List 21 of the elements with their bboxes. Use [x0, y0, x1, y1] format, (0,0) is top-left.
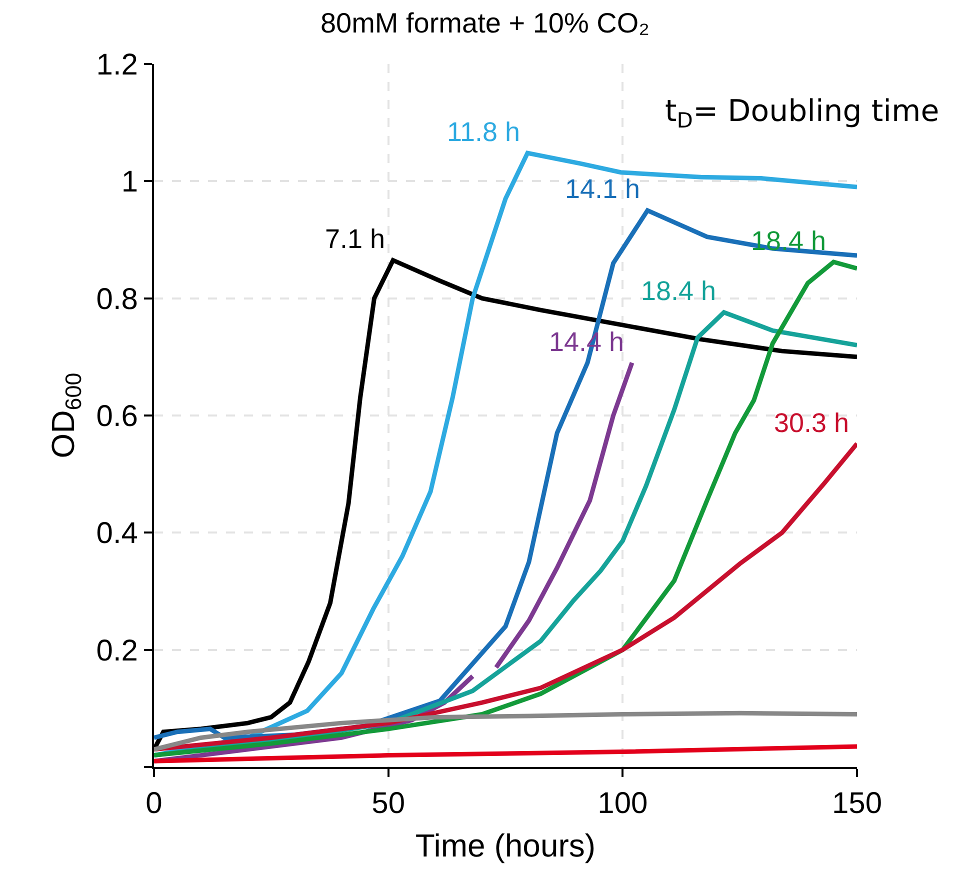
- chart-title: 80mM formate + 10% CO₂: [320, 8, 650, 39]
- y-tick-label: 0.6: [96, 400, 138, 433]
- x-tick-label: 150: [832, 787, 882, 820]
- line-series: [154, 441, 857, 752]
- series-label: 11.8 h: [447, 117, 520, 147]
- y-tick-label: 0.8: [96, 282, 138, 316]
- y-tick-label: 1: [121, 166, 138, 199]
- series-label: 7.1 h: [325, 224, 386, 254]
- y-tick-label: 0.4: [96, 517, 138, 550]
- y-tick-label: 1.2: [96, 48, 138, 82]
- annotation: t$_{D}$= Doubling time: [665, 94, 940, 132]
- x-tick-label: 100: [598, 787, 648, 820]
- x-tick-label: 50: [372, 787, 406, 820]
- line-series: [154, 744, 857, 764]
- line-series: [154, 710, 857, 752]
- x-axis-title: Time (hours): [415, 827, 596, 864]
- y-tick-label: 0.2: [96, 634, 138, 668]
- series-label: 14.1 h: [565, 174, 640, 204]
- x-tick-label: 0: [146, 787, 162, 820]
- series-label: 30.3 h: [774, 408, 850, 438]
- series-label: 18.4 h: [641, 276, 716, 306]
